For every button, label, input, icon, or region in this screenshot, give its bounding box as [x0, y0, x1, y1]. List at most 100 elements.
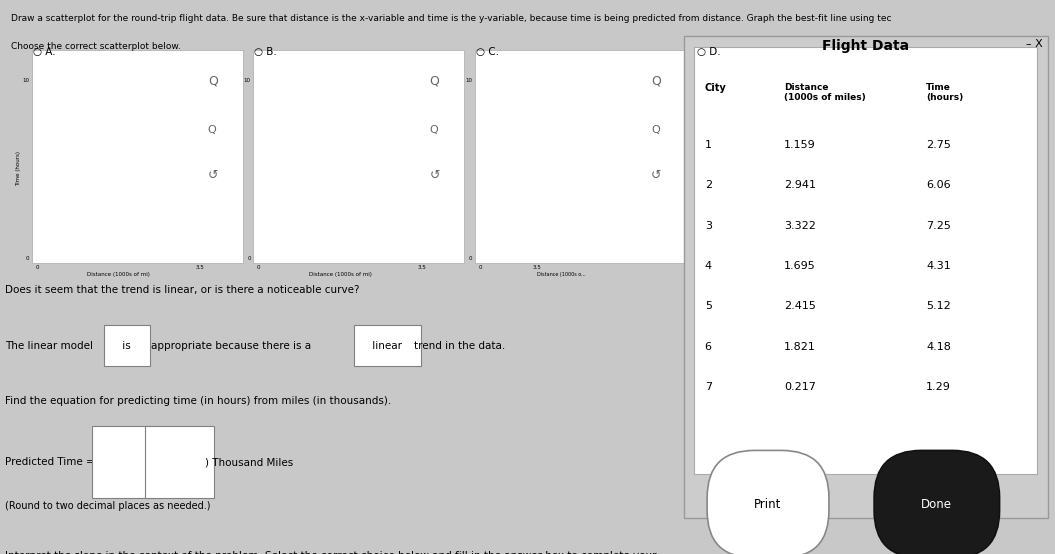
Bar	[694, 47, 1037, 474]
Y-axis label: Time (hours): Time (hours)	[680, 151, 686, 187]
Text: 0.217: 0.217	[784, 382, 816, 392]
Point	[363, 162, 380, 171]
Text: 1.695: 1.695	[784, 261, 816, 271]
Text: is: is	[119, 341, 134, 351]
Text: 4: 4	[705, 261, 712, 271]
X-axis label: Distance (1000s of mi): Distance (1000s of mi)	[731, 271, 793, 276]
Point	[795, 146, 812, 155]
Text: trend in the data.: trend in the data.	[414, 341, 504, 351]
Point	[261, 230, 277, 239]
Text: + (: + (	[150, 457, 166, 467]
Point	[304, 204, 321, 213]
Text: Distance
(1000s of miles): Distance (1000s of miles)	[784, 83, 865, 102]
Point	[555, 211, 572, 219]
Text: appropriate because there is a: appropriate because there is a	[151, 341, 311, 351]
Text: Does it seem that the trend is linear, or is there a noticeable curve?: Does it seem that the trend is linear, o…	[5, 285, 360, 295]
Text: Q: Q	[429, 125, 438, 135]
Text: Q: Q	[429, 75, 439, 88]
Point	[590, 194, 607, 203]
Text: 3.322: 3.322	[784, 220, 816, 230]
Text: Interpret the slope in the context of the problem. Select the correct choice bel: Interpret the slope in the context of th…	[5, 551, 657, 554]
Bar	[32, 50, 243, 263]
Text: (Round to two decimal places as needed.): (Round to two decimal places as needed.)	[5, 501, 211, 511]
Text: 5.12: 5.12	[926, 301, 951, 311]
Text: The linear model: The linear model	[5, 341, 93, 351]
Point	[493, 249, 510, 258]
Text: 1.159: 1.159	[784, 140, 816, 150]
Point	[108, 177, 124, 186]
Point	[752, 177, 769, 186]
Text: Q: Q	[208, 125, 216, 135]
Text: 2.75: 2.75	[926, 140, 952, 150]
Point	[335, 179, 352, 188]
Text: 3: 3	[705, 220, 712, 230]
Text: Q: Q	[208, 75, 217, 88]
Text: 5: 5	[705, 301, 712, 311]
Bar	[253, 50, 464, 263]
Text: 1.821: 1.821	[784, 342, 816, 352]
Text: 7: 7	[705, 382, 712, 392]
Text: Q: Q	[830, 125, 839, 135]
Text: Draw a scatterplot for the round-trip flight data. Be sure that distance is the : Draw a scatterplot for the round-trip fl…	[11, 14, 891, 23]
Text: Q: Q	[830, 75, 840, 88]
Text: 2: 2	[705, 180, 712, 190]
Point	[405, 125, 422, 134]
Point	[39, 230, 56, 239]
Bar	[696, 50, 865, 263]
Point	[808, 125, 825, 134]
Text: – X: – X	[1025, 39, 1042, 49]
Text: City: City	[705, 83, 727, 93]
Text: Q: Q	[651, 125, 659, 135]
X-axis label: Distance (1000s o...: Distance (1000s o...	[537, 271, 587, 276]
Text: ○ C.: ○ C.	[476, 47, 499, 57]
Point	[776, 162, 793, 171]
Point	[733, 204, 750, 213]
Point	[517, 233, 534, 242]
Text: ↺: ↺	[830, 169, 841, 182]
Text: 1: 1	[705, 140, 712, 150]
X-axis label: Distance (1000s of mi): Distance (1000s of mi)	[88, 271, 150, 276]
Text: ○ B.: ○ B.	[254, 47, 277, 57]
Point	[756, 179, 773, 188]
Text: ) Thousand Miles: ) Thousand Miles	[205, 457, 293, 467]
Y-axis label: Time (hours): Time (hours)	[459, 151, 464, 187]
Text: Time
(hours): Time (hours)	[926, 83, 963, 102]
Text: Flight Data: Flight Data	[822, 39, 909, 53]
Text: 1.29: 1.29	[926, 382, 952, 392]
Text: linear: linear	[369, 341, 405, 351]
Point	[542, 223, 559, 232]
Point	[701, 230, 717, 239]
Text: Choose the correct scatterplot below.: Choose the correct scatterplot below.	[11, 42, 180, 50]
Text: 2.941: 2.941	[784, 180, 816, 190]
Text: Find the equation for predicting time (in hours) from miles (in thousands).: Find the equation for predicting time (i…	[5, 396, 391, 406]
Point	[329, 177, 346, 186]
Text: Q: Q	[651, 75, 660, 88]
Y-axis label: Time (hours): Time (hours)	[237, 151, 243, 187]
Text: ↺: ↺	[651, 169, 661, 182]
Text: 7.25: 7.25	[926, 220, 952, 230]
Point	[166, 146, 183, 155]
X-axis label: Distance (1000s of mi): Distance (1000s of mi)	[309, 271, 371, 276]
Text: 2.415: 2.415	[784, 301, 816, 311]
Text: ↺: ↺	[208, 169, 218, 182]
Text: 4.18: 4.18	[926, 342, 952, 352]
Point	[82, 204, 99, 213]
Text: ○ D.: ○ D.	[697, 47, 721, 57]
Text: ○ A.: ○ A.	[33, 47, 55, 57]
Point	[141, 162, 158, 171]
Text: 6: 6	[705, 342, 712, 352]
Text: Print: Print	[754, 497, 782, 511]
Bar	[684, 36, 1048, 518]
Text: Done: Done	[921, 497, 953, 511]
Text: ↺: ↺	[429, 169, 440, 182]
Point	[387, 146, 404, 155]
Point	[184, 125, 200, 134]
Point	[540, 221, 557, 230]
Text: 4.31: 4.31	[926, 261, 951, 271]
Text: Predicted Time =: Predicted Time =	[5, 457, 95, 467]
Point	[571, 201, 588, 210]
Text: 6.06: 6.06	[926, 180, 951, 190]
Bar	[475, 50, 686, 263]
Point	[114, 179, 131, 188]
Y-axis label: Time (hours): Time (hours)	[16, 151, 21, 187]
